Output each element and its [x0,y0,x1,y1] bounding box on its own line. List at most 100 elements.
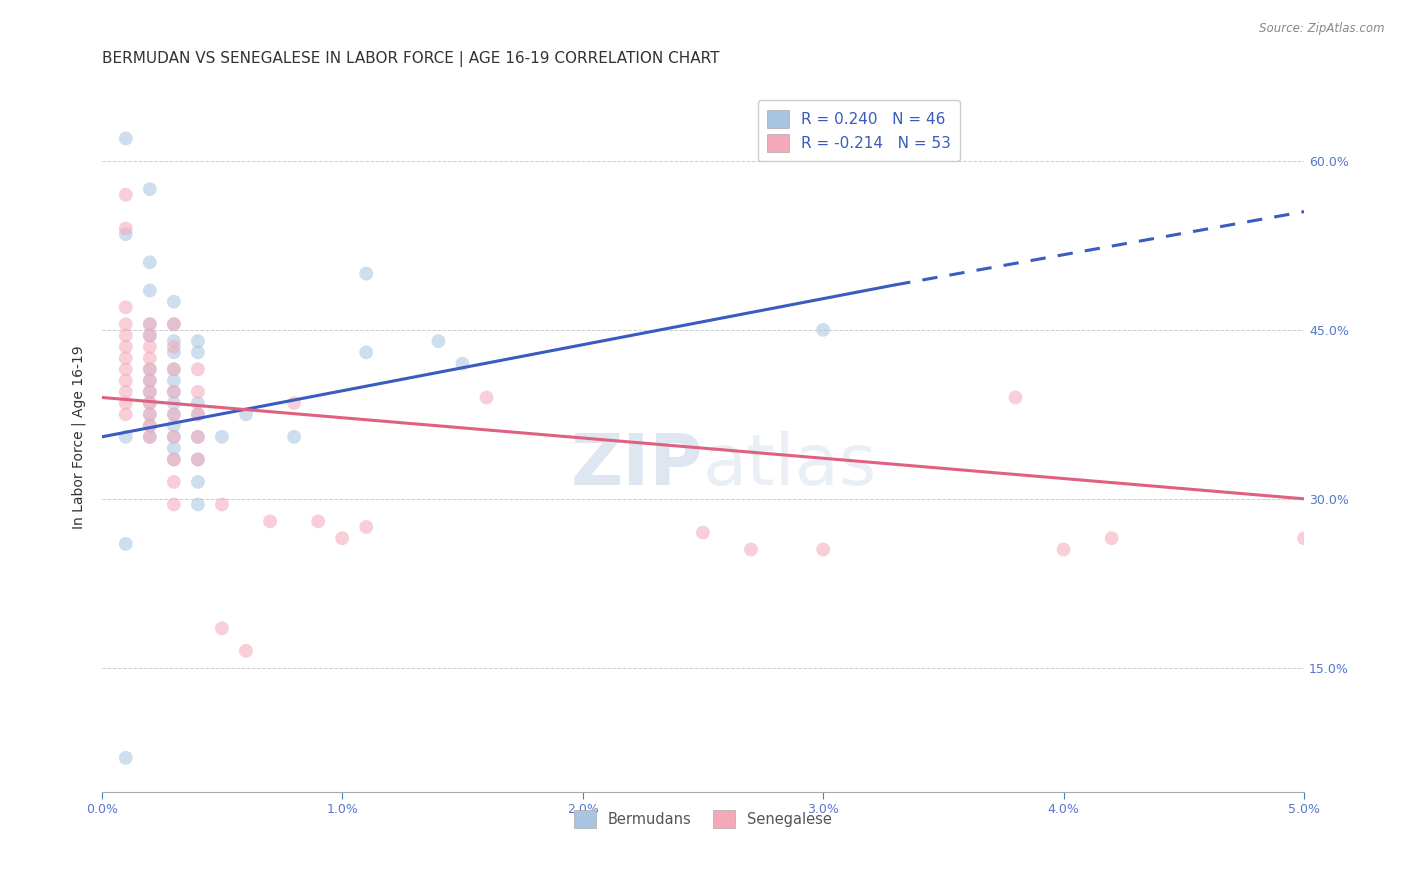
Point [163,374,186,388]
Point [139,384,162,399]
Point [114,187,136,202]
Point [187,362,209,376]
Point [427,334,450,348]
Point [187,475,209,489]
Point [163,362,186,376]
Point [114,351,136,365]
Point [235,408,257,422]
Point [163,334,186,348]
Point [211,621,233,635]
Point [354,345,377,359]
Point [163,452,186,467]
Point [1294,531,1316,545]
Point [139,255,162,269]
Point [163,408,186,422]
Point [211,498,233,512]
Point [139,418,162,433]
Point [163,362,186,376]
Point [163,418,186,433]
Point [283,396,305,410]
Point [811,542,834,557]
Point [114,430,136,444]
Point [139,284,162,298]
Point [354,267,377,281]
Point [114,374,136,388]
Point [163,430,186,444]
Point [139,318,162,332]
Point [139,374,162,388]
Point [187,498,209,512]
Point [139,430,162,444]
Point [163,318,186,332]
Point [139,318,162,332]
Point [235,644,257,658]
Point [139,430,162,444]
Point [163,408,186,422]
Text: atlas: atlas [703,431,877,500]
Point [187,334,209,348]
Point [139,396,162,410]
Point [139,182,162,196]
Point [1004,391,1026,405]
Point [259,514,281,528]
Point [163,396,186,410]
Point [187,452,209,467]
Point [139,384,162,399]
Point [114,131,136,145]
Point [139,418,162,433]
Point [114,396,136,410]
Point [187,430,209,444]
Point [163,318,186,332]
Point [1101,531,1123,545]
Point [163,498,186,512]
Point [163,384,186,399]
Point [114,221,136,235]
Point [139,396,162,410]
Point [114,537,136,551]
Point [139,328,162,343]
Legend: Bermudans, Senegalese: Bermudans, Senegalese [568,805,838,834]
Point [114,301,136,315]
Point [163,475,186,489]
Point [187,430,209,444]
Y-axis label: In Labor Force | Age 16-19: In Labor Force | Age 16-19 [72,345,86,529]
Point [114,340,136,354]
Point [187,396,209,410]
Point [114,408,136,422]
Point [139,340,162,354]
Point [283,430,305,444]
Point [187,384,209,399]
Point [139,408,162,422]
Point [139,362,162,376]
Point [187,452,209,467]
Point [811,323,834,337]
Point [114,751,136,765]
Text: ZIP: ZIP [571,431,703,500]
Point [114,227,136,242]
Point [114,362,136,376]
Point [163,384,186,399]
Point [692,525,714,540]
Text: Source: ZipAtlas.com: Source: ZipAtlas.com [1260,22,1385,36]
Point [139,408,162,422]
Point [740,542,762,557]
Point [163,452,186,467]
Point [354,520,377,534]
Point [163,345,186,359]
Point [139,351,162,365]
Point [475,391,498,405]
Point [163,294,186,309]
Point [139,328,162,343]
Point [114,318,136,332]
Point [330,531,353,545]
Point [211,430,233,444]
Point [139,374,162,388]
Point [1052,542,1074,557]
Point [307,514,329,528]
Point [163,430,186,444]
Point [187,408,209,422]
Point [451,357,474,371]
Point [114,328,136,343]
Point [163,441,186,455]
Point [139,362,162,376]
